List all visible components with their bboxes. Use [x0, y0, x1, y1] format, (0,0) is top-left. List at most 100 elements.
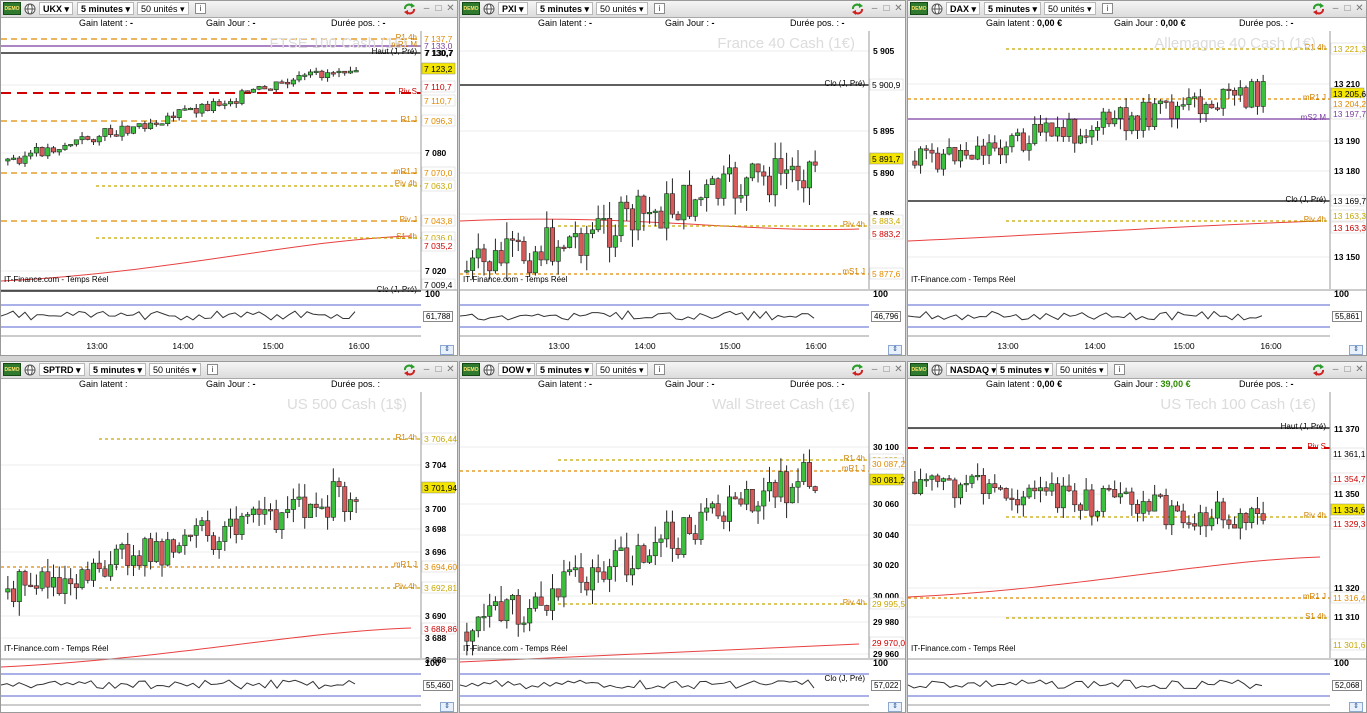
units-selector[interactable]: 50 unités ▾ [596, 363, 648, 376]
candle-up [744, 489, 750, 505]
candle-down [342, 486, 348, 512]
panel-toolbar: DEMO NASDAQ ▾ 5 minutes ▾ 50 unités ▾ i – □ ✕ [908, 362, 1366, 379]
info-icon[interactable]: i [654, 364, 665, 375]
symbol-label: NASDAQ [950, 365, 990, 375]
symbol-selector[interactable]: DAX ▾ [946, 2, 981, 15]
candle-up [199, 103, 205, 114]
close-icon[interactable]: ✕ [894, 3, 903, 14]
chart-panel-dow: DEMO DOW ▾ 5 minutes ▾ 50 unités ▾ i – □ ✕ Gain … [459, 361, 906, 713]
minimize-icon[interactable]: – [871, 364, 878, 375]
expand-icon[interactable]: ⇕ [888, 345, 902, 355]
globe-icon[interactable] [931, 364, 943, 376]
units-selector[interactable]: 50 unités ▾ [1044, 2, 1096, 15]
price-label-text: 7 063,0 [424, 181, 453, 191]
period-selector[interactable]: 5 minutes ▾ [536, 2, 594, 15]
candle-down [1146, 101, 1152, 128]
expand-icon[interactable]: ⇕ [888, 702, 902, 712]
symbol-selector[interactable]: DOW ▾ [498, 363, 536, 376]
price-label-text: 30 087,2 [872, 459, 905, 469]
candle-up [1032, 123, 1038, 144]
candle-down [313, 503, 319, 508]
units-selector[interactable]: 50 unités ▾ [149, 363, 201, 376]
price-label-box [421, 94, 456, 107]
candle-up [239, 515, 245, 535]
price-label: 11 354,7 [1330, 472, 1366, 485]
price-label-box [421, 166, 456, 179]
period-selector[interactable]: 5 minutes ▾ [984, 2, 1042, 15]
minimize-icon[interactable]: – [423, 364, 430, 375]
units-selector[interactable]: 50 unités ▾ [596, 2, 648, 15]
expand-icon[interactable]: ⇕ [1349, 702, 1363, 712]
info-icon[interactable]: i [1114, 364, 1125, 375]
globe-icon[interactable] [483, 364, 495, 376]
candle-up [726, 167, 732, 175]
candle-up [307, 503, 313, 518]
close-icon[interactable]: ✕ [446, 364, 455, 375]
symbol-selector[interactable]: NASDAQ ▾ [946, 363, 1001, 376]
info-icon[interactable]: i [207, 364, 218, 375]
price-label: 5 883,2 [869, 227, 904, 240]
chevron-down-icon: ▾ [62, 4, 70, 14]
gain-bar: Gain latent : - Gain Jour : - Durée pos. :… [1, 18, 457, 30]
price-label-text: 5 891,7 [872, 154, 901, 164]
period-selector[interactable]: 5 minutes ▾ [89, 363, 147, 376]
close-icon[interactable]: ✕ [1355, 3, 1364, 14]
info-icon[interactable]: i [195, 3, 206, 14]
period-selector[interactable]: 5 minutes ▾ [996, 363, 1054, 376]
expand-icon[interactable]: ⇕ [440, 702, 454, 712]
candle-down [125, 544, 131, 566]
refresh-icon[interactable] [403, 3, 416, 15]
maximize-icon[interactable]: □ [1344, 3, 1351, 14]
maximize-icon[interactable]: □ [435, 364, 442, 375]
refresh-icon[interactable] [1312, 3, 1325, 15]
moving-average-line [1, 235, 412, 282]
refresh-icon[interactable] [403, 364, 416, 376]
maximize-icon[interactable]: □ [1344, 364, 1351, 375]
candle-up [199, 520, 205, 526]
close-icon[interactable]: ✕ [1355, 364, 1364, 375]
refresh-icon[interactable] [1312, 364, 1325, 376]
globe-icon[interactable] [24, 364, 36, 376]
chart-watermark: US 500 Cash (1$) [286, 396, 407, 413]
gain-latent-value: - [589, 379, 593, 389]
candle-down [125, 125, 131, 134]
price-label: 11 334,6 [1330, 503, 1366, 516]
globe-icon[interactable] [24, 3, 36, 15]
minimize-icon[interactable]: – [1332, 364, 1339, 375]
expand-icon[interactable]: ⇕ [440, 345, 454, 355]
units-selector[interactable]: 50 unités ▾ [137, 2, 189, 15]
candle-down [22, 571, 28, 586]
minimize-icon[interactable]: – [871, 3, 878, 14]
candle-down [1220, 501, 1226, 521]
units-selector[interactable]: 50 unités ▾ [1056, 363, 1108, 376]
minimize-icon[interactable]: – [1332, 3, 1339, 14]
maximize-icon[interactable]: □ [435, 3, 442, 14]
period-selector[interactable]: 5 minutes ▾ [536, 363, 594, 376]
candle-down [715, 503, 721, 517]
period-selector[interactable]: 5 minutes ▾ [77, 2, 135, 15]
price-tick: 13 190 [1334, 136, 1360, 146]
refresh-icon[interactable] [851, 364, 864, 376]
symbol-selector[interactable]: PXI ▾ [498, 2, 528, 15]
price-tick: 29 960 [873, 649, 899, 659]
symbol-selector[interactable]: SPTRD ▾ [39, 363, 85, 376]
minimize-icon[interactable]: – [423, 3, 430, 14]
refresh-icon[interactable] [851, 3, 864, 15]
price-tick: 30 020 [873, 560, 899, 570]
candle-down [262, 86, 268, 90]
price-label-box [869, 152, 904, 165]
level-label: Piv J [400, 215, 417, 224]
globe-icon[interactable] [483, 3, 495, 15]
info-icon[interactable]: i [1102, 3, 1113, 14]
close-icon[interactable]: ✕ [446, 3, 455, 14]
info-icon[interactable]: i [654, 3, 665, 14]
maximize-icon[interactable]: □ [883, 364, 890, 375]
symbol-selector[interactable]: UKX ▾ [39, 2, 74, 15]
maximize-icon[interactable]: □ [883, 3, 890, 14]
gain-latent-label: Gain latent : [538, 379, 587, 389]
globe-icon[interactable] [931, 3, 943, 15]
close-icon[interactable]: ✕ [894, 364, 903, 375]
expand-icon[interactable]: ⇕ [1349, 345, 1363, 355]
price-tick: 11 320 [1334, 583, 1360, 593]
